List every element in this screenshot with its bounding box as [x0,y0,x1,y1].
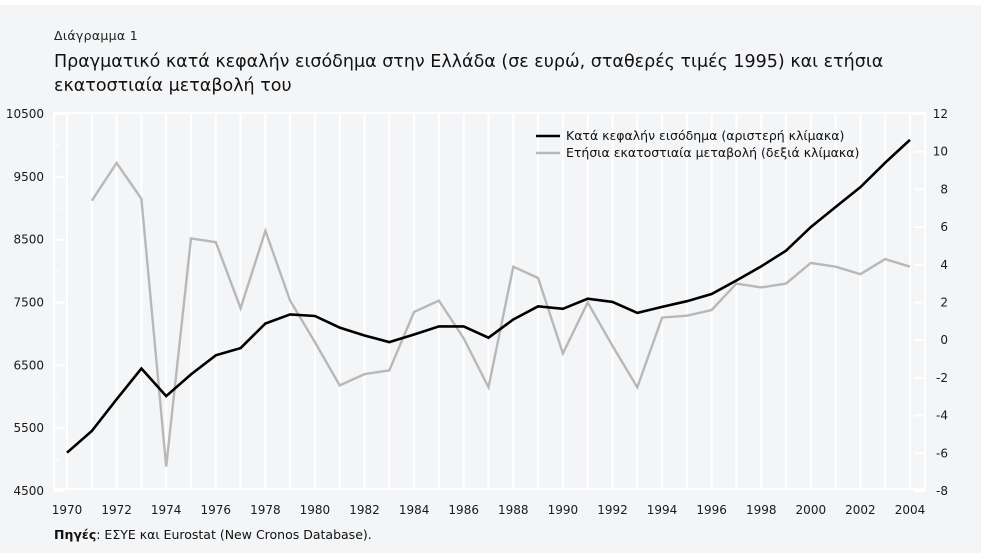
x-tick-label: 1988 [498,503,529,517]
right-tick-label: 6 [940,220,948,234]
x-tick-label: 2002 [845,503,876,517]
right-tick-label: -8 [936,484,948,498]
x-tick-label: 1984 [399,503,430,517]
left-tick-label: 10500 [6,107,44,121]
left-tick-label: 8500 [13,233,44,247]
left-tick-label: 4500 [13,484,44,498]
right-tick-label: 12 [933,107,948,121]
legend-label-income: Κατά κεφαλήν εισόδημα (αριστερή κλίμακα) [566,128,844,143]
series-layer [66,138,911,467]
left-axis: 10500 9500 8500 7500 6500 5500 4500 [6,107,65,498]
right-tick-label: 10 [933,145,948,159]
right-axis: 12 10 8 6 4 2 0 -2 -4 -6 -8 [914,107,948,498]
source-note: Πηγές: ΕΣΥΕ και Eurostat (New Cronos Dat… [54,527,372,542]
grid [53,112,926,490]
x-tick-label: 1996 [696,503,727,517]
x-tick-label: 1972 [101,503,132,517]
x-tick-label: 1986 [448,503,479,517]
left-tick-label: 7500 [13,296,44,310]
right-tick-label: -2 [936,371,948,385]
chart-title: Πραγματικό κατά κεφαλήν εισόδημα στην Ελ… [54,52,884,96]
x-tick-label: 1998 [746,503,777,517]
x-tick-label: 1982 [349,503,380,517]
x-tick-label: 1994 [647,503,678,517]
x-tick-label: 2000 [796,503,827,517]
figure-caption: Διάγραμμα 1 [54,28,138,43]
x-tick-label: 2004 [895,503,926,517]
x-tick-label: 1990 [548,503,579,517]
legend-label-change: Ετήσια εκατοστιαία μεταβολή (δεξιά κλίμα… [566,145,859,160]
left-tick-label: 6500 [13,358,44,372]
series-line-change [90,160,911,467]
x-tick-label: 1970 [52,503,83,517]
x-tick-label: 1992 [597,503,628,517]
left-tick-label: 9500 [13,170,44,184]
chart-panel [0,5,981,553]
right-tick-label: -4 [936,409,948,423]
x-axis: 1970 1972 1974 1976 1978 1980 1982 1984 1986 1988… [52,503,926,517]
right-tick-label: 0 [940,333,948,347]
right-tick-label: 4 [940,258,948,272]
x-tick-label: 1974 [151,503,182,517]
right-tick-label: -6 [936,446,948,460]
x-tick-label: 1978 [250,503,281,517]
left-tick-label: 5500 [13,421,44,435]
series-line-income [66,138,911,454]
x-tick-label: 1976 [200,503,231,517]
source-text: : ΕΣΥΕ και Eurostat (New Cronos Database… [96,527,372,542]
source-label: Πηγές [54,527,97,542]
right-tick-label: 8 [940,182,948,196]
right-tick-label: 2 [940,296,948,310]
x-tick-label: 1980 [300,503,331,517]
legend: Κατά κεφαλήν εισόδημα (αριστερή κλίμακα)… [536,128,859,160]
